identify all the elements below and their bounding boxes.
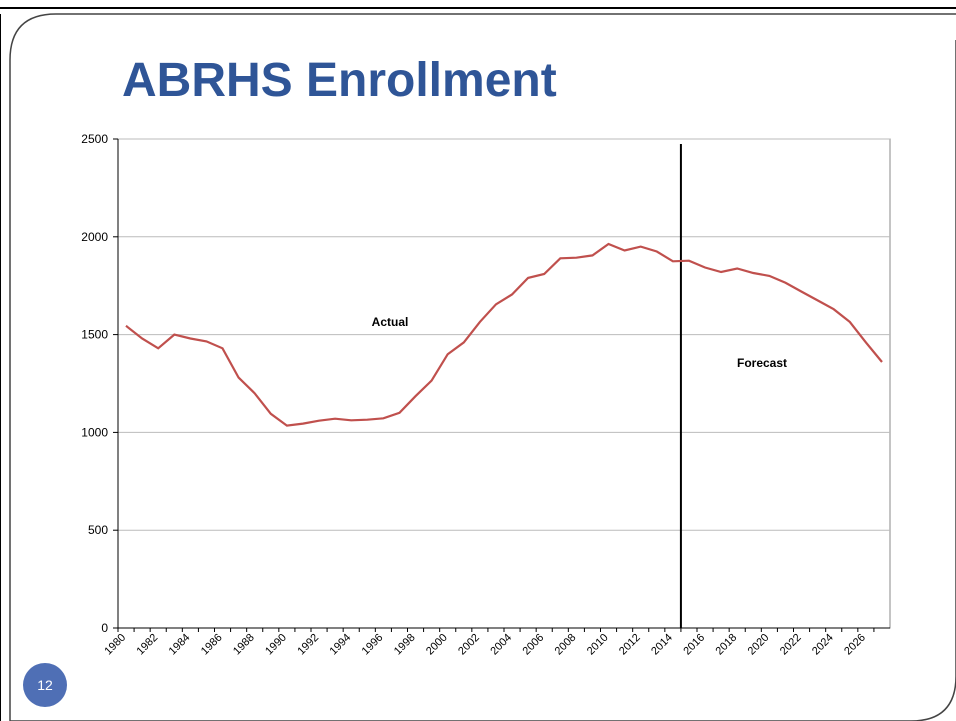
x-tick-label: 2024 [810, 632, 836, 658]
annotation: Actual [372, 315, 409, 329]
x-tick-label: 2012 [617, 632, 643, 658]
data-line [125, 242, 883, 427]
x-tick-label: 1982 [135, 632, 161, 658]
annotation: Forecast [737, 356, 787, 370]
x-tick-label: 2010 [585, 632, 611, 658]
x-tick-label: 1990 [263, 632, 289, 658]
x-tick-label: 2020 [746, 632, 772, 658]
y-tick-label: 500 [88, 523, 108, 537]
x-tick-label: 1980 [102, 632, 128, 658]
x-tick-label: 2004 [488, 632, 514, 658]
x-tick-label: 1996 [360, 632, 386, 658]
plot-area [117, 138, 891, 629]
x-tick-label: 2008 [553, 632, 579, 658]
plot: 0 500 1000 1500 2000 2500 1980 1982 1984 1986 1988… [81, 132, 891, 658]
x-tick-label: 1992 [295, 632, 321, 658]
x-tick-label: 1984 [167, 632, 193, 658]
x-tick-label: 2016 [681, 632, 707, 658]
x-tick-label: 2026 [842, 632, 868, 658]
y-tick-label: 1000 [81, 425, 108, 439]
page-number-badge [23, 663, 67, 707]
y-tick-label: 1500 [81, 328, 108, 342]
x-tick-label: 2000 [424, 632, 450, 658]
x-tick-label: 1994 [328, 632, 354, 658]
x-tick-label: 1998 [392, 632, 418, 658]
x-tick-label: 2014 [649, 632, 675, 658]
x-tick-label: 1988 [231, 632, 257, 658]
slide-frame [9, 13, 956, 721]
x-tick-label: 2018 [714, 632, 740, 658]
x-tick-label: 2022 [778, 632, 804, 658]
slide-title: ABRHS Enrollment [122, 54, 557, 107]
y-tick-label: 0 [101, 621, 108, 635]
page-number: 12 [37, 677, 53, 693]
x-tick-label: 2006 [521, 632, 547, 658]
y-tick-label: 2000 [81, 230, 108, 244]
x-tick-label: 1986 [199, 632, 225, 658]
x-tick-label: 2002 [456, 632, 482, 658]
y-tick-label: 2500 [81, 132, 108, 146]
